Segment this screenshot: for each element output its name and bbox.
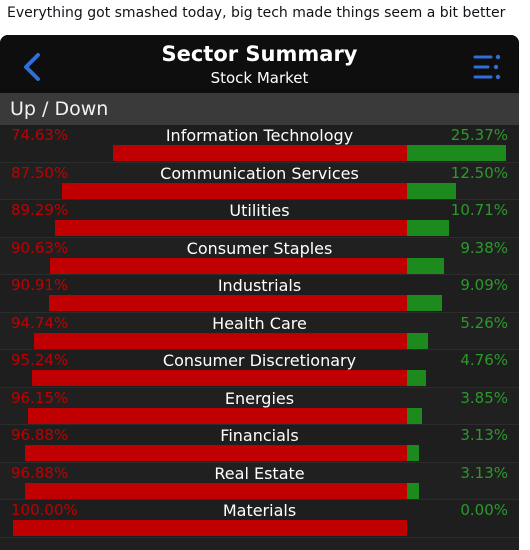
up-percent: 5.26% <box>460 313 508 332</box>
sector-row[interactable]: 90.63% Consumer Staples 9.38% <box>0 237 519 275</box>
sector-name: Industrials <box>217 276 302 295</box>
down-percent: 94.74% <box>11 313 69 332</box>
up-bar <box>407 295 443 311</box>
sector-row[interactable]: 100.00% Materials 0.00% <box>0 500 519 538</box>
up-bar <box>407 445 420 461</box>
section-label: Up / Down <box>10 98 109 120</box>
up-bar <box>407 407 423 424</box>
down-bar <box>49 257 407 274</box>
sector-name: Consumer Discretionary <box>162 351 357 370</box>
section-header: Up / Down <box>0 93 519 125</box>
up-bar <box>407 145 506 161</box>
nav-bar: Sector Summary Stock Market <box>0 35 519 93</box>
up-bar <box>407 370 426 386</box>
sector-name: Communication Services <box>160 163 359 183</box>
down-bar <box>25 482 407 499</box>
sector-name: Utilities <box>229 201 290 220</box>
up-percent: 3.13% <box>460 463 508 482</box>
down-bar <box>33 332 407 349</box>
down-percent: 96.15% <box>11 388 69 407</box>
page-subtitle: Stock Market <box>210 69 309 87</box>
sector-name: Real Estate <box>214 463 305 483</box>
down-percent: 74.63% <box>11 126 69 144</box>
page-title: Sector Summary <box>161 42 358 66</box>
down-bar <box>25 445 407 461</box>
sector-row[interactable]: 90.91% Industrials 9.09% <box>0 275 519 313</box>
up-bar <box>407 332 428 349</box>
sector-row[interactable]: 87.50% Communication Services 12.50% <box>0 162 519 200</box>
tweet-caption: Everything got smashed today, big tech m… <box>7 5 506 21</box>
down-percent: 90.63% <box>11 238 69 257</box>
down-percent: 90.91% <box>11 276 69 294</box>
up-percent: 9.09% <box>460 276 508 294</box>
up-percent: 3.85% <box>460 388 508 407</box>
up-percent: 9.38% <box>460 238 508 257</box>
sector-row[interactable]: 96.88% Real Estate 3.13% <box>0 462 519 500</box>
sector-row[interactable]: 74.63% Information Technology 25.37% <box>0 125 519 163</box>
up-bar <box>407 482 420 499</box>
up-percent: 0.00% <box>460 501 508 519</box>
down-bar <box>13 520 407 536</box>
down-percent: 100.00% <box>11 501 78 519</box>
down-percent: 87.50% <box>11 163 69 182</box>
down-percent: 96.88% <box>11 463 69 482</box>
down-percent: 95.24% <box>11 351 69 369</box>
down-percent: 96.88% <box>11 426 69 444</box>
down-percent: 89.29% <box>11 201 69 219</box>
down-bar <box>48 295 407 311</box>
down-bar <box>28 407 407 424</box>
sector-name: Consumer Staples <box>186 238 333 258</box>
up-bar <box>407 257 444 274</box>
up-percent: 12.50% <box>450 163 508 182</box>
sector-name: Materials <box>222 501 297 520</box>
up-percent: 25.37% <box>450 126 508 144</box>
sector-row[interactable]: 95.24% Consumer Discretionary 4.76% <box>0 350 519 388</box>
up-bar <box>407 182 456 199</box>
up-percent: 3.13% <box>460 426 508 444</box>
up-percent: 10.71% <box>450 201 508 219</box>
down-bar <box>31 370 407 386</box>
sector-row[interactable]: 94.74% Health Care 5.26% <box>0 312 519 350</box>
list-menu-icon[interactable] <box>472 53 502 83</box>
sector-row[interactable]: 96.88% Financials 3.13% <box>0 425 519 463</box>
app-screen: Sector Summary Stock Market Up / Down 74… <box>0 35 519 550</box>
down-bar <box>112 145 407 161</box>
up-percent: 4.76% <box>460 351 508 369</box>
sector-name: Financials <box>220 426 299 445</box>
sector-row[interactable]: 96.15% Energies 3.85% <box>0 387 519 425</box>
down-bar <box>55 220 407 236</box>
sector-list: 74.63% Information Technology 25.37% 87.50%… <box>0 125 519 538</box>
up-bar <box>407 220 449 236</box>
sector-name: Information Technology <box>165 126 354 145</box>
chevron-left-icon[interactable] <box>18 52 46 82</box>
sector-row[interactable]: 89.29% Utilities 10.71% <box>0 200 519 238</box>
sector-name: Health Care <box>212 313 307 333</box>
down-bar <box>62 182 407 199</box>
sector-name: Energies <box>224 388 295 408</box>
